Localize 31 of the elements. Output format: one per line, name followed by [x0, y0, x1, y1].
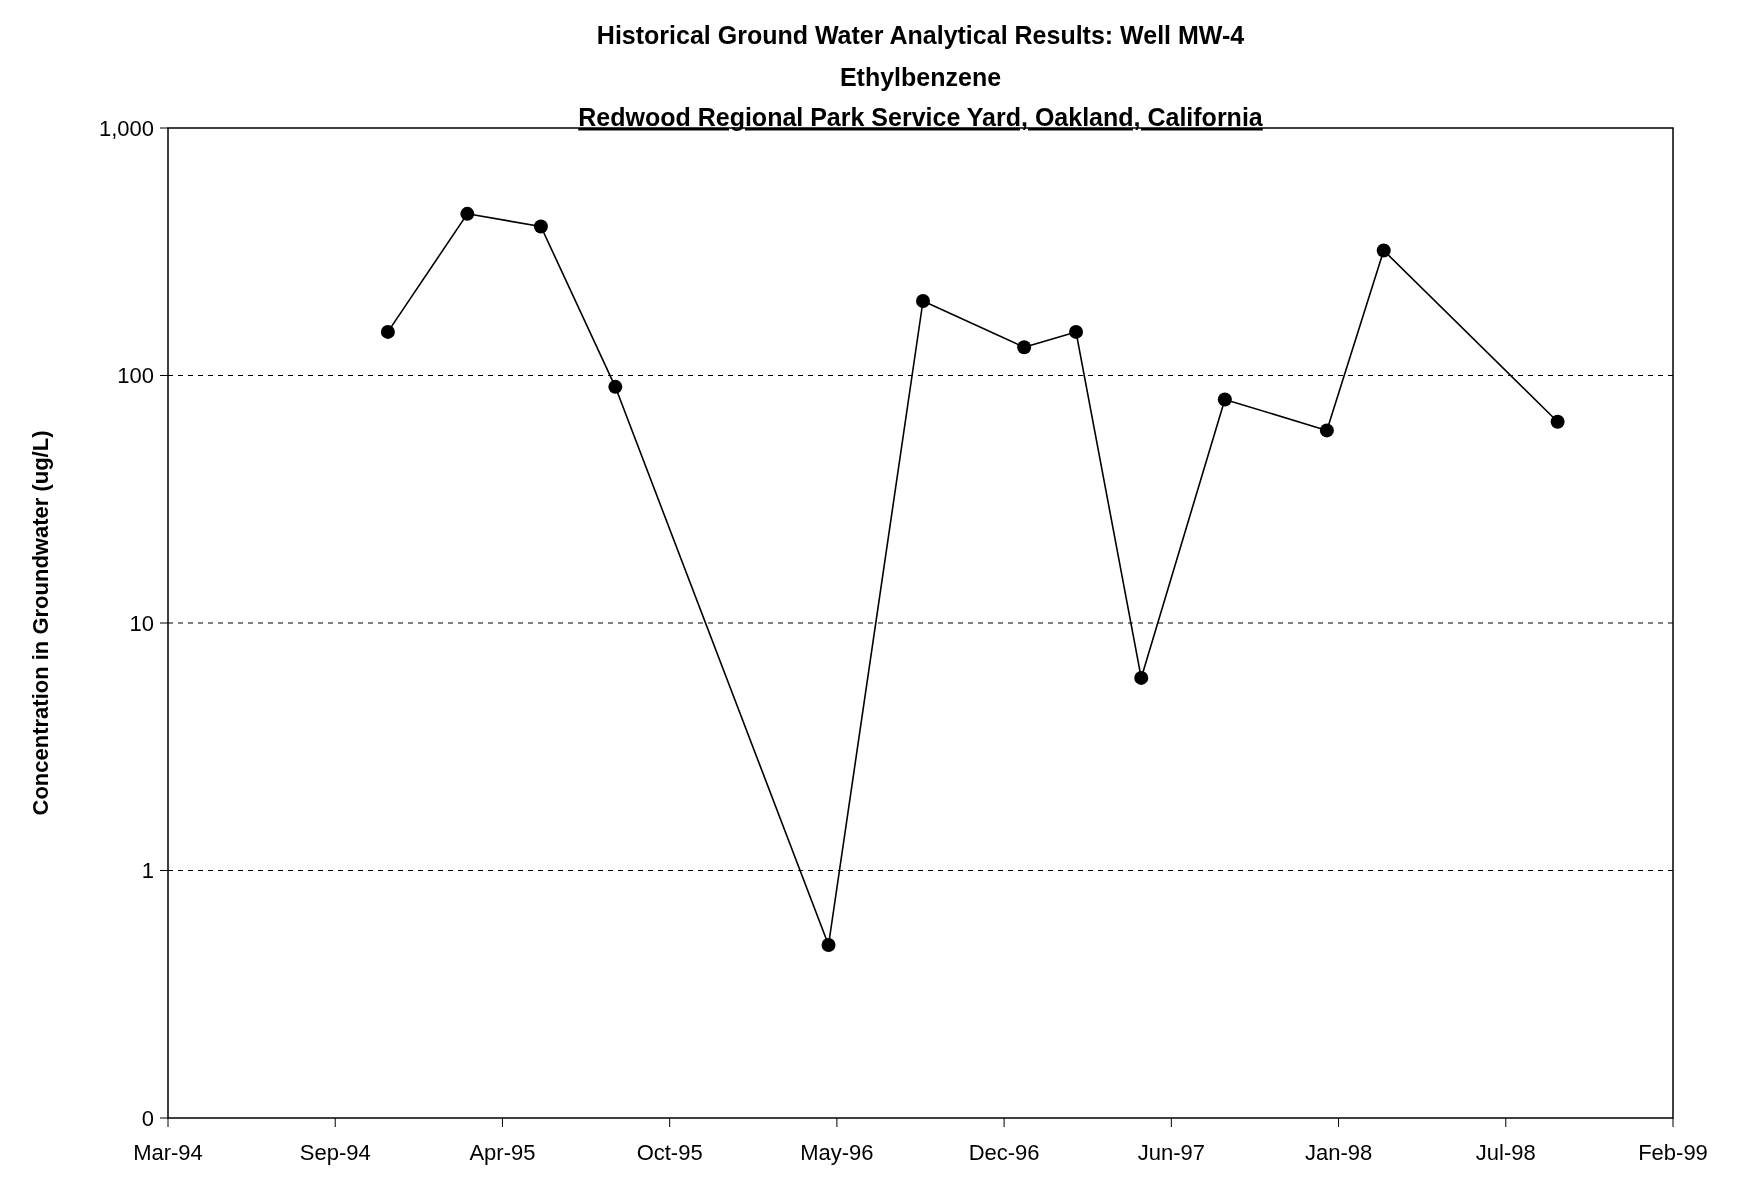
y-tick-label: 1,000: [98, 115, 154, 141]
y-axis-title: Concentration in Groundwater (ug/L): [28, 430, 53, 816]
point: [821, 938, 836, 953]
y-tick-label: 1: [141, 858, 154, 884]
x-tick-label: May-96: [800, 1140, 874, 1165]
chart-title: Historical Ground Water Analytical Results: Well MW-4: [596, 21, 1245, 49]
point: [1217, 392, 1232, 407]
point: [1376, 243, 1391, 258]
x-tick-label: Sep-94: [299, 1140, 371, 1165]
point: [1069, 324, 1084, 339]
x-tick-label: Oct-95: [636, 1140, 703, 1165]
x-tick-label: Jul-98: [1475, 1140, 1536, 1165]
y-tick-label: 0: [141, 1105, 154, 1131]
point: [1134, 670, 1149, 685]
x-tick-label: Apr-95: [469, 1140, 536, 1165]
point: [1017, 340, 1032, 355]
point: [533, 219, 548, 234]
y-tick-label: 100: [117, 363, 154, 389]
point: [608, 379, 623, 394]
point: [460, 206, 475, 221]
x-tick-label: Jun-97: [1137, 1140, 1205, 1165]
x-tick-label: Feb-99: [1638, 1140, 1708, 1165]
x-tick-label: Mar-94: [133, 1140, 203, 1165]
y-tick-label: 10: [129, 610, 154, 636]
x-tick-label: Dec-96: [968, 1140, 1040, 1165]
point: [380, 324, 395, 339]
chart-subtitle: Ethylbenzene Redwood Regional Park Service Yard, Oakland, California: [578, 63, 1264, 131]
point: [1319, 423, 1334, 438]
point: [1550, 414, 1565, 429]
point: [916, 294, 931, 308]
x-tick-label: Jan-98: [1304, 1140, 1373, 1165]
